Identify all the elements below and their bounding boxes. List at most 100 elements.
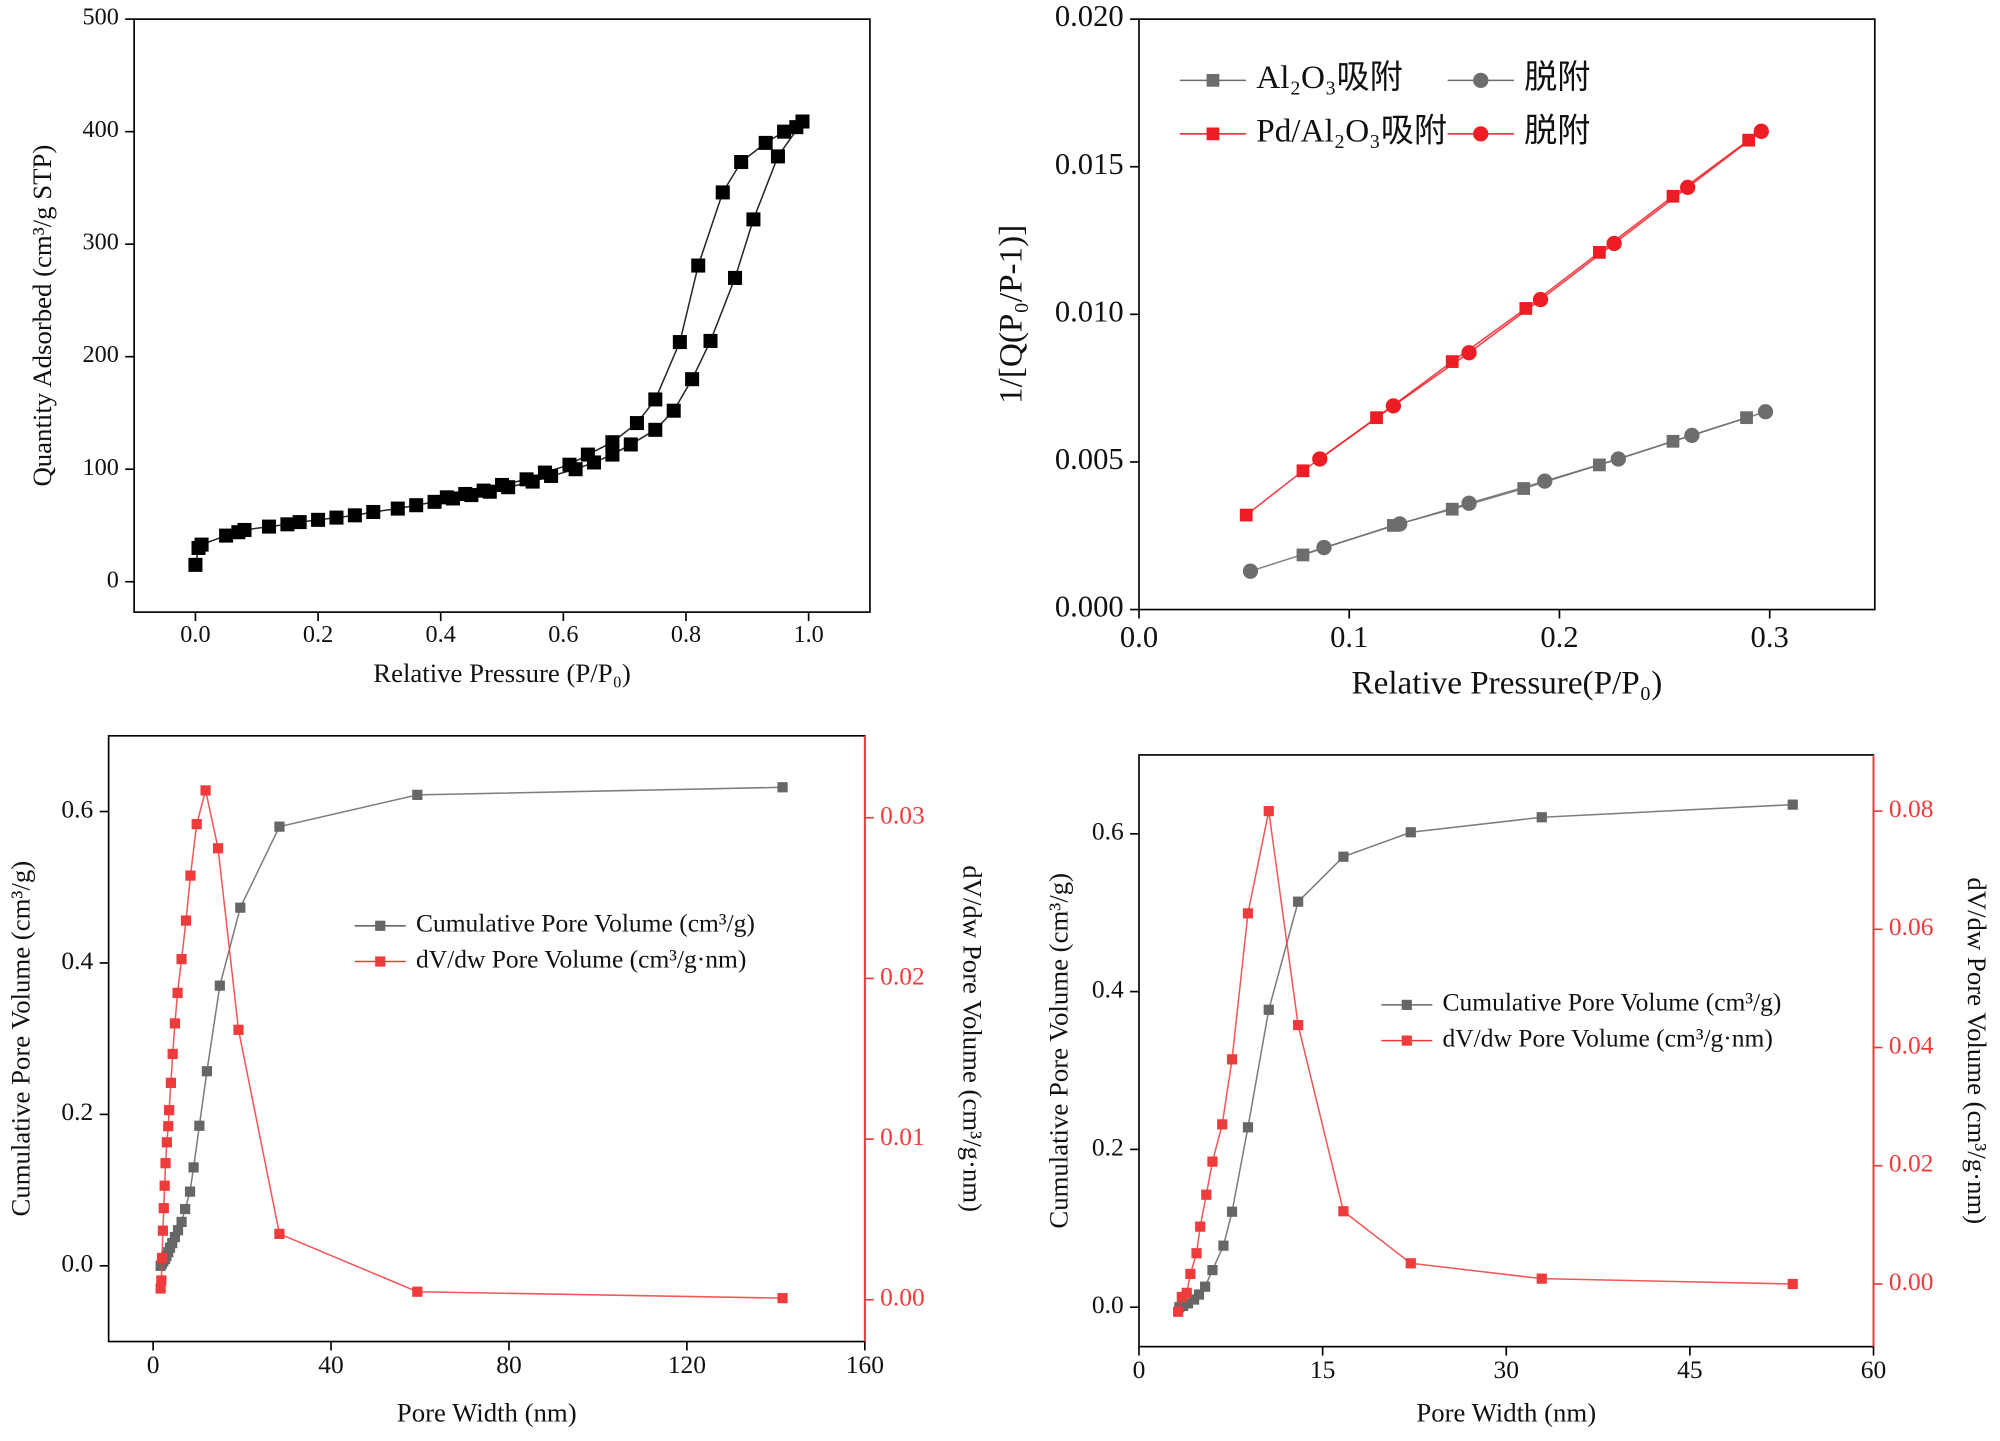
marker: [777, 124, 792, 139]
legend-marker: [1473, 126, 1489, 142]
marker: [160, 1158, 171, 1169]
y-tick-label: 400: [82, 116, 118, 143]
marker: [1787, 799, 1798, 810]
marker: [1593, 245, 1606, 259]
marker: [1532, 291, 1549, 308]
plot-frame: [133, 18, 871, 613]
y-axis-label: Cumulative Pore Volume (cm³/g): [5, 861, 35, 1217]
legend-marker: [1473, 72, 1489, 88]
marker: [366, 504, 381, 519]
legend-label: dV/dw Pore Volume (cm³/g·nm): [416, 944, 746, 973]
legend-label: Pd/Al₂O₃吸附: [1256, 113, 1447, 150]
marker: [262, 519, 277, 534]
marker: [629, 416, 644, 431]
marker: [519, 472, 534, 487]
marker: [734, 155, 749, 170]
legend-marker: [1206, 127, 1220, 141]
panel: 0 40 80 120 160 0.0 0.2 0.4 0.6 0.00 0.01 0.02 0.03 P…: [5, 734, 987, 1428]
marker: [274, 821, 285, 832]
x-tick-label: 0: [147, 1350, 160, 1379]
marker: [1405, 1258, 1416, 1269]
plot-frame: [107, 734, 866, 1343]
marker: [605, 435, 620, 450]
marker: [176, 1216, 187, 1228]
y2-tick-label: 0.06: [1889, 912, 1934, 941]
y2-tick-label: 0.01: [880, 1122, 925, 1151]
marker: [1201, 1189, 1212, 1200]
marker: [1207, 1265, 1218, 1276]
x-tick-label: 30: [1494, 1355, 1520, 1384]
marker: [1405, 827, 1416, 838]
y-tick-label: 0.005: [1055, 442, 1124, 476]
marker: [1753, 123, 1769, 139]
x-axis-label: Relative Pressure(P/P₀): [1352, 665, 1663, 702]
x-axis-label: Relative Pressure (P/P₀): [373, 658, 631, 688]
marker: [777, 1293, 788, 1304]
legend-label: 脱附: [1524, 59, 1590, 96]
marker: [666, 403, 681, 418]
marker: [1185, 1268, 1196, 1280]
marker: [1536, 1273, 1547, 1284]
marker: [537, 465, 552, 480]
marker: [1445, 355, 1459, 368]
x-tick-label: 0.6: [548, 621, 578, 648]
marker: [157, 1225, 168, 1236]
marker: [1537, 473, 1553, 489]
y-tick-label: 0.6: [1092, 817, 1124, 846]
marker: [1293, 896, 1304, 907]
x-tick-label: 40: [318, 1350, 343, 1379]
y2-axis-label: dV/dw Pore Volume (cm³/g·nm): [957, 865, 987, 1212]
marker: [1519, 302, 1533, 315]
marker: [623, 437, 638, 452]
marker: [1173, 1306, 1184, 1317]
marker: [155, 1283, 166, 1294]
marker: [212, 843, 224, 854]
marker: [1181, 1287, 1192, 1298]
marker: [311, 512, 326, 527]
marker: [1461, 345, 1477, 361]
marker: [1218, 1240, 1229, 1251]
marker: [194, 537, 209, 552]
marker: [347, 508, 362, 523]
x-tick-label: 60: [1861, 1355, 1887, 1384]
marker: [172, 1225, 184, 1236]
marker: [167, 1238, 178, 1249]
marker: [1195, 1221, 1206, 1232]
y-tick-label: 200: [82, 341, 118, 368]
marker: [1392, 516, 1408, 532]
marker: [1293, 1019, 1304, 1031]
marker: [172, 987, 183, 998]
marker: [495, 477, 510, 492]
marker: [1296, 464, 1310, 478]
marker: [476, 483, 491, 498]
marker: [1445, 502, 1459, 516]
x-tick-label: 0: [1133, 1355, 1146, 1384]
series-line: [1179, 803, 1793, 1308]
legend-marker: [1206, 73, 1220, 87]
marker: [214, 980, 225, 991]
marker: [412, 1286, 423, 1297]
x-tick-label: 0.4: [426, 621, 456, 648]
marker: [691, 258, 706, 273]
marker: [1193, 1289, 1205, 1300]
y-tick-label: 0.4: [61, 946, 93, 975]
marker: [1263, 805, 1274, 817]
x-tick-label: 1.0: [793, 621, 823, 648]
y2-axis-label: dV/dw Pore Volume (cm³/g·nm): [1962, 877, 1992, 1224]
marker: [274, 1228, 285, 1239]
marker: [185, 870, 196, 881]
series-line: [446, 126, 797, 499]
marker: [648, 422, 663, 437]
marker: [1239, 508, 1253, 522]
panel: 0.0 0.2 0.4 0.6 0.8 1.0 0 100 200 300 400 500 Relati…: [27, 4, 871, 688]
y2-tick-label: 0.08: [1889, 794, 1934, 823]
y2-tick-label: 0.02: [880, 961, 925, 990]
y-tick-label: 100: [82, 454, 118, 481]
marker: [191, 819, 202, 830]
marker: [219, 528, 234, 543]
series-line: [1250, 411, 1766, 572]
x-tick-label: 0.1: [1330, 620, 1368, 654]
x-tick-label: 160: [846, 1350, 884, 1379]
